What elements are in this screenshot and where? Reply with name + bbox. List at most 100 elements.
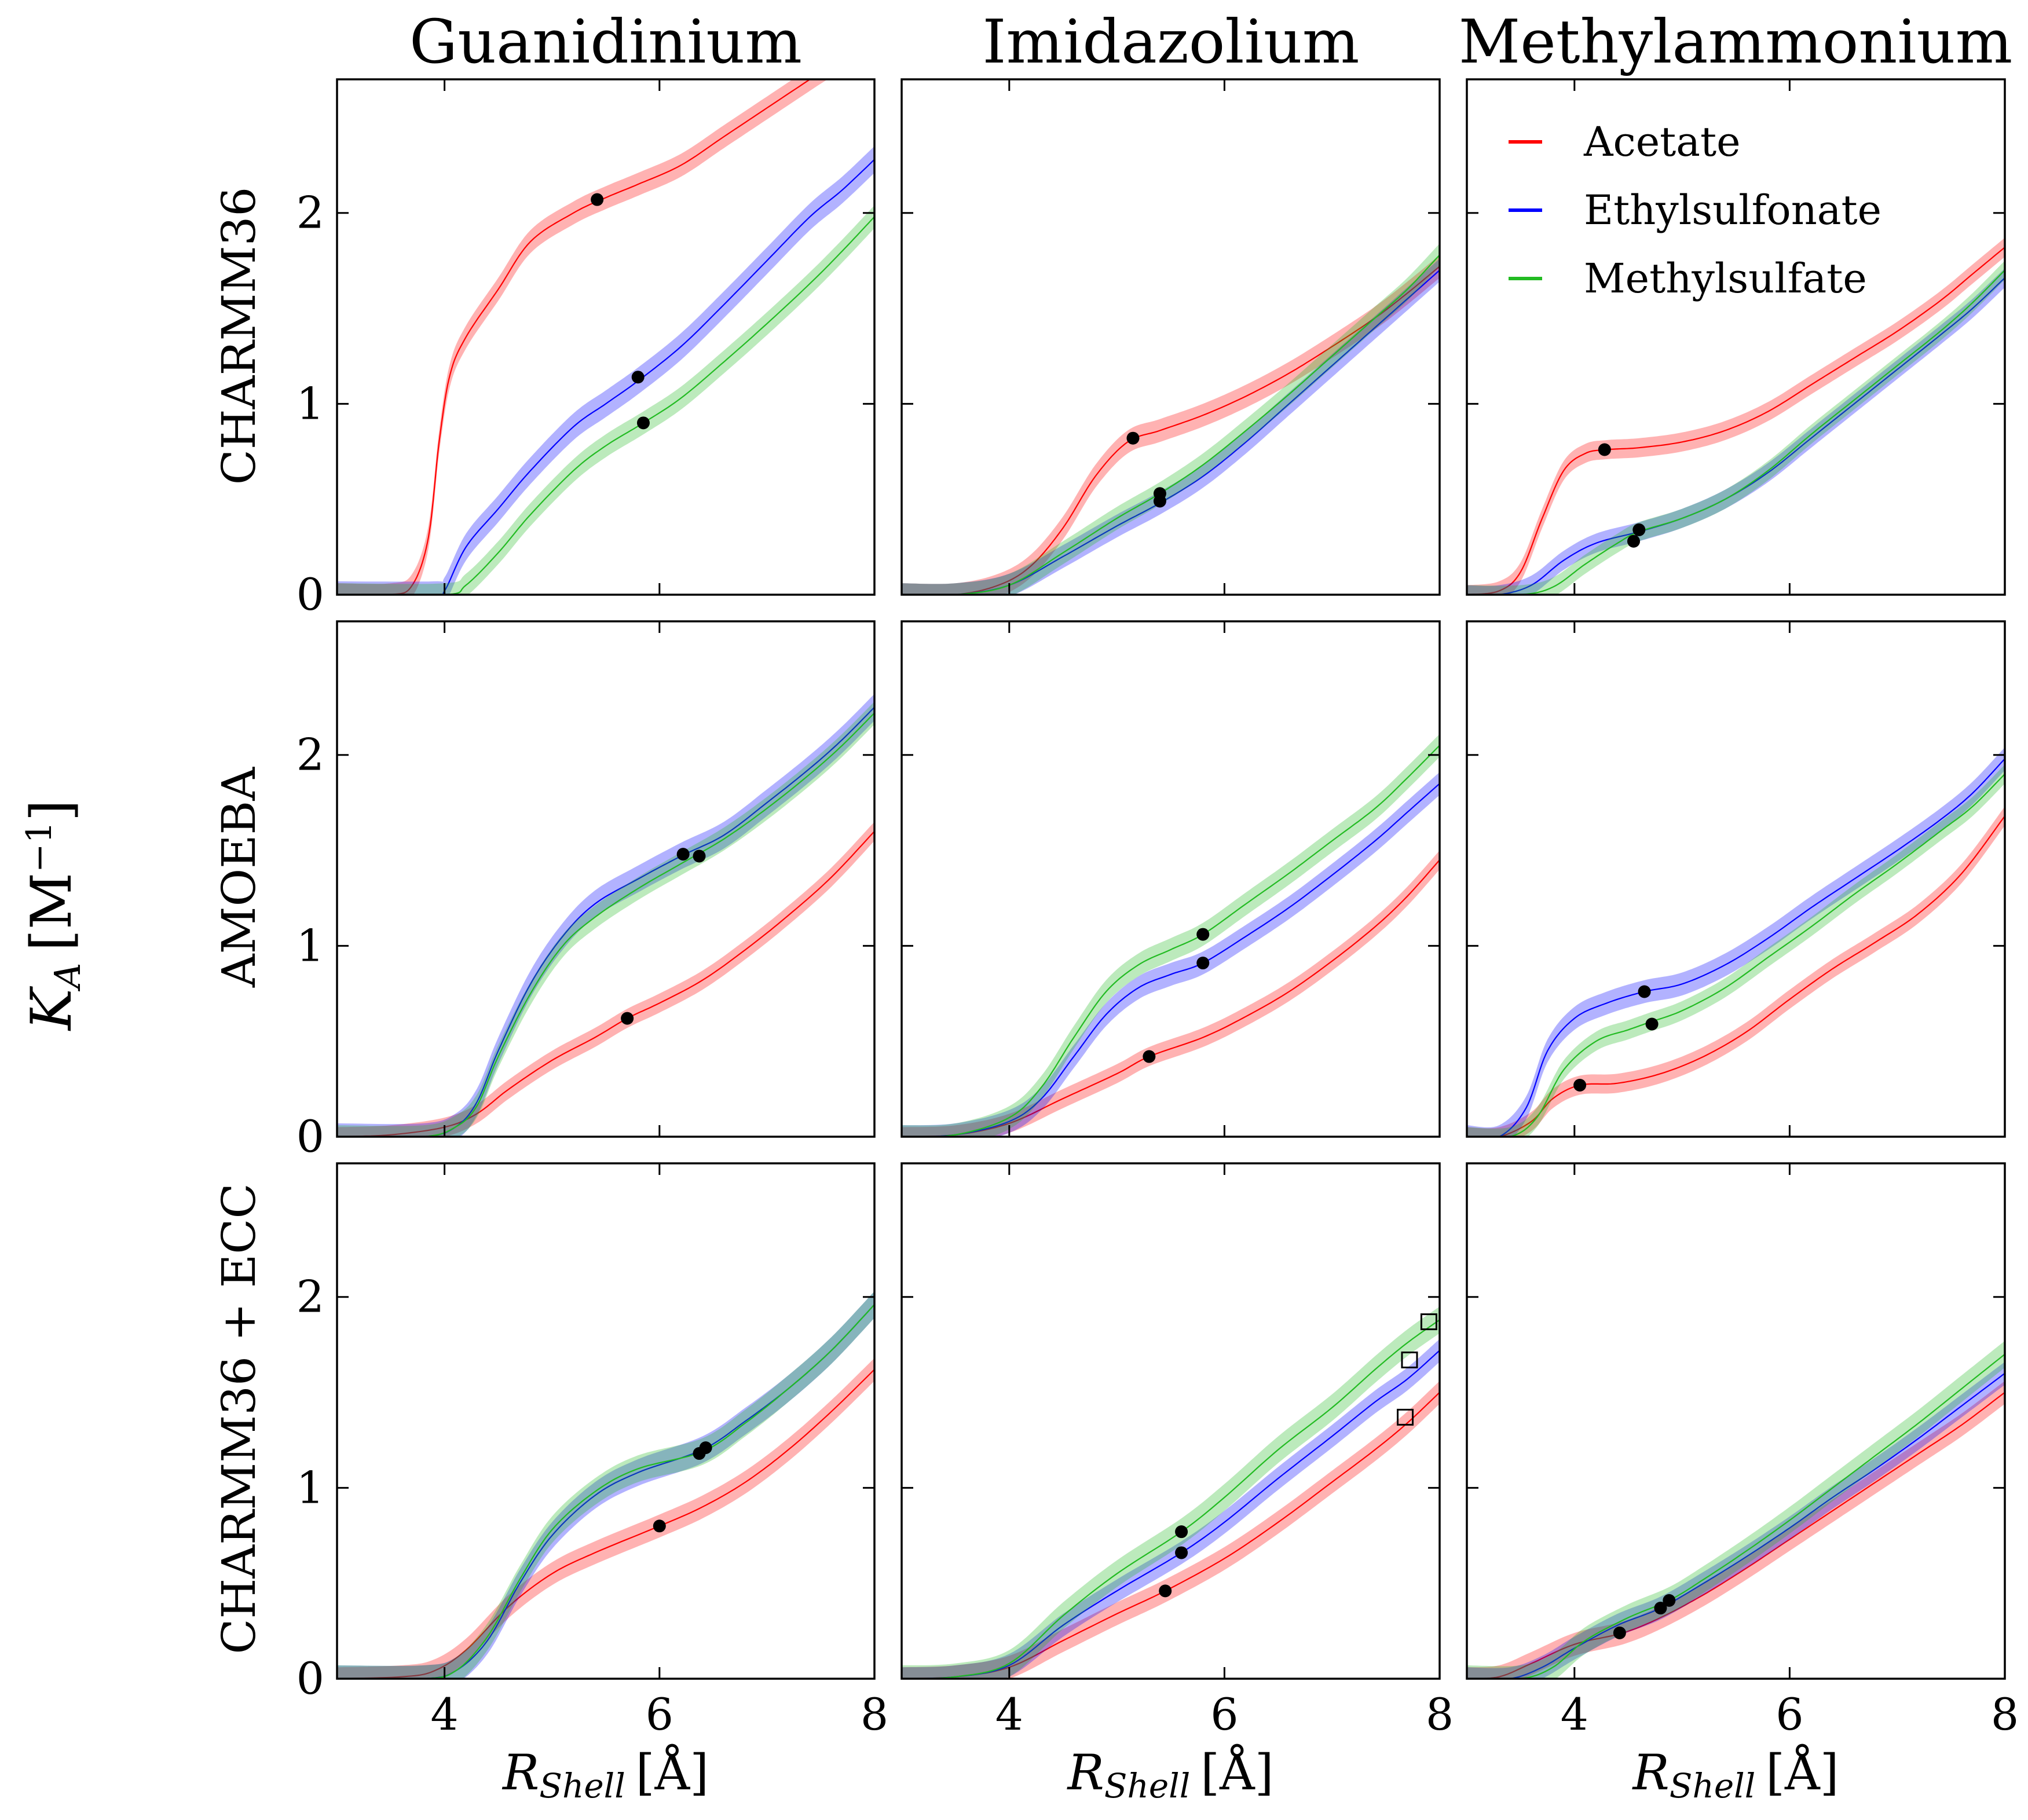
x-tick-label: 6 <box>1776 1689 1803 1740</box>
panel-frame <box>900 78 1441 596</box>
panel-charmm36-ecc-guanidinium: 4 6 8 0 1 2 RShell [Å] <box>296 1162 888 1806</box>
marker-ethylsulfonate <box>1175 1546 1188 1559</box>
square-marker-ethylsulfonate <box>1401 1352 1418 1369</box>
y-tick-label: 1 <box>296 378 324 429</box>
marker-methylsulfate <box>1175 1525 1188 1539</box>
y-tick-label: 1 <box>296 920 324 971</box>
y-axis-main-label: KA [M−1] <box>19 800 89 1031</box>
x-tick-label: 6 <box>1210 1689 1238 1740</box>
x-tick-label: 8 <box>1991 1689 2019 1740</box>
band-methylsulfate <box>1467 1341 2005 1679</box>
col-title-imidazolium: Imidazolium <box>982 6 1359 77</box>
square-marker-methylsulfate <box>1420 1313 1437 1331</box>
line-methylsulfate <box>1467 1353 2005 1679</box>
marker-acetate <box>1126 431 1140 445</box>
line-acetate <box>1467 1391 2005 1679</box>
line-ethylsulfonate <box>902 1350 1440 1679</box>
panel-frame <box>336 1162 876 1680</box>
line-methylsulfate <box>337 712 874 1137</box>
x-axis-subscript: Shell <box>1670 1766 1756 1806</box>
panel-frame <box>336 78 876 596</box>
marker-methylsulfate <box>1196 928 1210 941</box>
band-ethylsulfonate <box>337 146 874 595</box>
marker-ethylsulfonate <box>1638 985 1651 998</box>
y-axis-main-symbol: K <box>19 986 84 1031</box>
plot-area <box>337 79 874 595</box>
y-axis-main-unit: [M <box>19 873 84 951</box>
panel-frame <box>1466 620 2006 1138</box>
marker-acetate <box>1143 1050 1156 1063</box>
marker-ethylsulfonate <box>676 848 690 861</box>
panel-charmm36-ecc-imidazolium: 4 6 8 RShell [Å] <box>900 1162 1454 1806</box>
line-ethylsulfonate <box>1467 758 2005 1137</box>
band-acetate <box>902 255 1440 595</box>
line-methylsulfate <box>902 745 1440 1137</box>
col-title-guanidinium: Guanidinium <box>409 6 802 77</box>
line-methylsulfate <box>337 1304 874 1679</box>
panel-amoeba-methylammonium <box>1466 620 2006 1138</box>
marker-methylsulfate <box>693 849 706 863</box>
legend: Acetate Ethylsulfonate Methylsulfate <box>1509 118 1881 302</box>
line-ethylsulfonate <box>337 159 874 595</box>
x-axis-unit: [Å] <box>1200 1744 1273 1801</box>
band-methylsulfate <box>1467 764 2005 1137</box>
x-axis-symbol: R <box>1632 1744 1670 1801</box>
panel-charmm36-guanidinium: 0 1 2 <box>296 78 876 620</box>
x-tick-label: 4 <box>430 1689 458 1740</box>
plot-area <box>902 734 1440 1137</box>
x-tick-label: 4 <box>1561 1689 1588 1740</box>
x-tick-label: 8 <box>1426 1689 1454 1740</box>
x-tick-label: 6 <box>646 1689 673 1740</box>
marker-acetate <box>1159 1584 1172 1598</box>
panel-charmm36-imidazolium <box>900 78 1441 596</box>
x-axis-subscript: Shell <box>1104 1766 1191 1806</box>
line-ethylsulfonate <box>1467 1372 2005 1679</box>
marker-acetate <box>1573 1079 1587 1092</box>
line-acetate <box>902 859 1440 1137</box>
panel-amoeba-imidazolium <box>900 620 1441 1138</box>
y-axis-main-exponent: −1 <box>19 821 60 872</box>
plot-area <box>1467 747 2005 1137</box>
x-axis-unit: [Å] <box>636 1744 709 1801</box>
marker-acetate <box>1613 1626 1626 1639</box>
panel-frame <box>900 620 1441 1138</box>
plot-area <box>902 1306 1440 1679</box>
marker-methylsulfate <box>1645 1017 1659 1031</box>
line-ethylsulfonate <box>902 783 1440 1137</box>
plot-area <box>1467 237 2005 595</box>
line-methylsulfate <box>1467 269 2005 595</box>
marker-ethylsulfonate <box>1196 957 1210 970</box>
line-acetate <box>1467 247 2005 595</box>
x-axis-symbol: R <box>1067 1744 1104 1801</box>
plot-area <box>337 1291 874 1679</box>
y-tick-label: 1 <box>296 1462 324 1513</box>
y-axis-main-subscript: A <box>46 963 89 992</box>
y-tick-label: 2 <box>296 187 324 239</box>
marker-methylsulfate <box>693 1447 706 1460</box>
marker-methylsulfate <box>636 416 650 430</box>
legend-label-acetate: Acetate <box>1583 118 1741 166</box>
y-tick-label: 0 <box>296 1653 324 1704</box>
marker-acetate <box>653 1519 666 1533</box>
x-tick-label: 8 <box>861 1689 888 1740</box>
band-acetate <box>337 822 874 1137</box>
marker-methylsulfate <box>1663 1594 1676 1607</box>
panel-amoeba-guanidinium: 0 1 2 <box>296 620 876 1162</box>
panel-charmm36-methylammonium: Acetate Ethylsulfonate Methylsulfate <box>1466 78 2006 596</box>
marker-methylsulfate <box>1153 487 1166 500</box>
legend-label-methylsulfate: Methylsulfate <box>1584 255 1867 302</box>
line-methylsulfate <box>1467 773 2005 1137</box>
square-marker-acetate <box>1397 1408 1414 1426</box>
line-ethylsulfonate <box>1467 277 2005 595</box>
row-title-amoeba: AMOEBA <box>212 767 266 988</box>
line-acetate <box>902 266 1440 595</box>
marker-acetate <box>591 193 604 206</box>
y-axis-main-close: ] <box>19 800 84 821</box>
band-methylsulfate <box>337 701 874 1137</box>
panel-frame <box>336 620 876 1138</box>
x-axis-label: RShell [Å] <box>1067 1744 1274 1806</box>
line-acetate <box>337 1369 874 1679</box>
x-tick-label: 4 <box>995 1689 1023 1740</box>
x-axis-label: RShell [Å] <box>501 1744 709 1806</box>
